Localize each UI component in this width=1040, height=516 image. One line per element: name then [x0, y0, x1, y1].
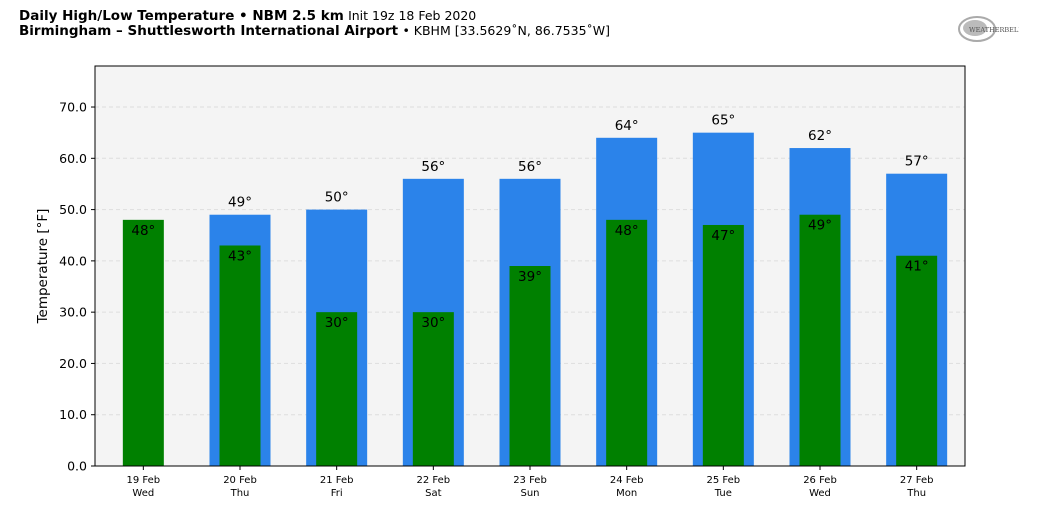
- x-tick-label-day: Sun: [520, 488, 539, 499]
- low-bar: [606, 219, 648, 466]
- y-tick-label: 50.0: [59, 202, 87, 217]
- low-label: 43°: [228, 248, 252, 264]
- low-bar: [219, 245, 261, 466]
- x-tick-label-date: 19 Feb: [127, 475, 161, 486]
- high-label: 56°: [518, 159, 542, 175]
- x-tick-label-day: Fri: [331, 488, 343, 499]
- low-label: 48°: [615, 223, 639, 239]
- high-label: 56°: [421, 159, 445, 175]
- weatherbell-logo: WEATHERBELL: [955, 12, 1023, 50]
- low-label: 39°: [518, 269, 542, 285]
- x-tick-label-date: 24 Feb: [610, 475, 644, 486]
- x-tick-label-date: 27 Feb: [900, 475, 934, 486]
- svg-text:WEATHERBELL: WEATHERBELL: [969, 26, 1019, 34]
- x-tick-label-day: Mon: [616, 488, 637, 499]
- high-label: 64°: [615, 118, 639, 134]
- low-label: 47°: [711, 228, 735, 244]
- init-time: Init 19z 18 Feb 2020: [348, 8, 477, 23]
- low-bar: [412, 312, 454, 466]
- y-tick-label: 30.0: [59, 305, 87, 320]
- low-label: 30°: [325, 315, 349, 331]
- low-bar: [896, 255, 938, 466]
- chart-header: Daily High/Low Temperature • NBM 2.5 km …: [19, 8, 611, 39]
- y-tick-label: 0.0: [67, 459, 87, 474]
- x-tick-label-date: 21 Feb: [320, 475, 354, 486]
- low-label: 49°: [808, 218, 832, 234]
- chart-title: Daily High/Low Temperature • NBM 2.5 km: [19, 8, 344, 24]
- x-tick-label-day: Sat: [425, 488, 441, 499]
- x-tick-label-day: Tue: [714, 488, 732, 499]
- x-tick-label-date: 20 Feb: [223, 475, 257, 486]
- y-tick-label: 10.0: [59, 407, 87, 422]
- x-tick-label-day: Thu: [230, 488, 250, 499]
- y-tick-label: 60.0: [59, 151, 87, 166]
- high-label: 62°: [808, 128, 832, 144]
- x-tick-label-day: Wed: [132, 488, 154, 499]
- x-tick-label-date: 26 Feb: [803, 475, 837, 486]
- x-tick-label-date: 23 Feb: [513, 475, 547, 486]
- x-tick-label-date: 25 Feb: [707, 475, 741, 486]
- x-tick-label-day: Wed: [809, 488, 831, 499]
- x-tick-label-date: 22 Feb: [417, 475, 451, 486]
- x-tick-label-day: Thu: [906, 488, 926, 499]
- plot-frame: [94, 65, 966, 467]
- y-tick-label: 40.0: [59, 253, 87, 268]
- y-axis-label: Temperature [°F]: [35, 209, 51, 325]
- low-label: 48°: [131, 223, 155, 239]
- low-bar: [799, 214, 841, 466]
- low-bar: [702, 224, 744, 466]
- high-label: 49°: [228, 195, 252, 211]
- low-bar: [316, 312, 358, 466]
- low-label: 30°: [421, 315, 445, 331]
- y-tick-label: 70.0: [59, 100, 87, 115]
- y-tick-label: 20.0: [59, 356, 87, 371]
- high-label: 65°: [711, 113, 735, 129]
- low-label: 41°: [905, 259, 929, 275]
- low-bar: [509, 266, 551, 466]
- station-info: • KBHM [33.5629˚N, 86.7535˚W]: [402, 22, 611, 38]
- low-bar: [122, 219, 164, 466]
- location-name: Birmingham – Shuttlesworth International…: [19, 22, 399, 39]
- high-label: 50°: [325, 190, 349, 206]
- high-label: 57°: [905, 154, 929, 170]
